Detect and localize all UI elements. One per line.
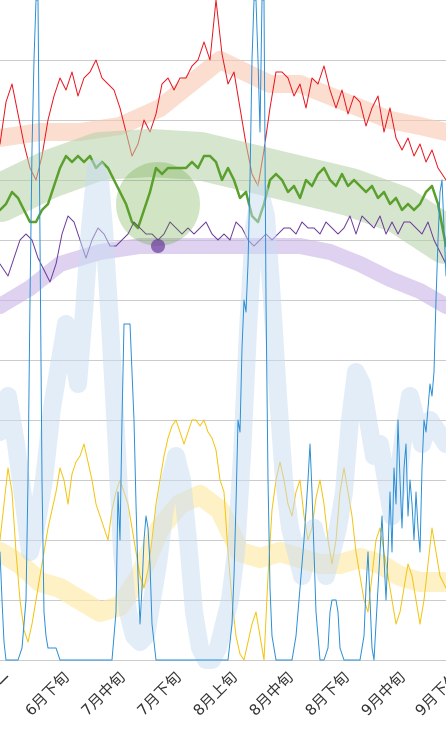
x-tick-label: 7月下旬 — [134, 668, 185, 719]
x-tick-label: 8月上旬 — [190, 668, 241, 719]
series-purple — [0, 215, 446, 283]
series-blue-band — [0, 159, 446, 669]
x-tick-label: 7月中旬 — [78, 668, 129, 719]
series-green-band — [0, 129, 446, 264]
x-tick-label: 8月下旬 — [302, 668, 353, 719]
x-tick-label: 9月中旬 — [358, 668, 409, 719]
series-green — [0, 154, 446, 248]
green-highlight-marker — [116, 162, 200, 246]
chart-series-layer — [0, 0, 446, 669]
x-tick-label-cut — [0, 675, 9, 685]
series-red — [0, 0, 446, 187]
series-purple-band — [0, 238, 446, 314]
purple-highlight-marker — [151, 239, 165, 253]
x-tick-label: 9月下旬 — [412, 668, 446, 719]
series-red-band — [0, 51, 446, 147]
x-tick-label: 6月下旬 — [22, 668, 73, 719]
series-yellow-band — [0, 485, 446, 622]
chart-markers — [116, 162, 200, 253]
x-axis-ticks: 6月下旬 7月中旬 7月下旬 8月上旬 8月中旬 8月下旬 9月中旬 9月下旬 — [0, 668, 446, 719]
series-blue — [0, 0, 446, 661]
x-tick-label: 8月中旬 — [246, 668, 297, 719]
